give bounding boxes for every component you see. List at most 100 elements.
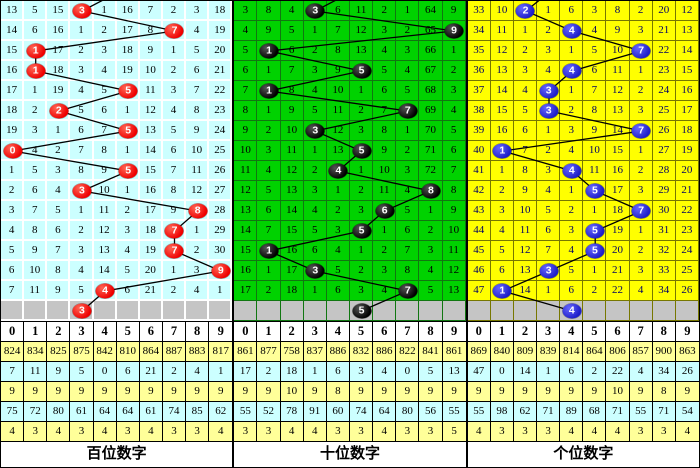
miss-count-cell: 1 bbox=[257, 61, 281, 81]
drawn-number-ball: 5 bbox=[585, 183, 605, 199]
drawn-number-ball: 4 bbox=[95, 283, 115, 299]
drawn-number-ball: 5 bbox=[352, 143, 372, 159]
miss-count-cell: 15 bbox=[1, 41, 25, 61]
miss-count-cell: 11 bbox=[373, 181, 397, 201]
miss-count-cell: 3 bbox=[560, 221, 584, 241]
miss-count-cell: 14 bbox=[675, 41, 699, 61]
panel-tens: 3 8 4 6 11 2 1 64 9 4 9 5 1 7 12 3 2 65 5 6 2 8 13 4 3 66 1 6 1 7 3 9 5 4… bbox=[234, 1, 468, 467]
stat-cell: 0 bbox=[490, 361, 514, 382]
miss-count-cell: 27 bbox=[209, 181, 233, 201]
miss-count-cell: 20 bbox=[652, 1, 676, 21]
miss-count-cell: 8 bbox=[396, 261, 420, 281]
miss-count-cell: 2 bbox=[162, 281, 187, 301]
miss-count-cell: 15 bbox=[280, 221, 304, 241]
miss-count-cell: 6 bbox=[162, 141, 187, 161]
miss-count-cell: 27 bbox=[652, 141, 676, 161]
stat-cell: 4 bbox=[303, 421, 327, 442]
miss-count-cell: 17 bbox=[1, 81, 25, 101]
miss-count-cell: 8 bbox=[280, 81, 304, 101]
drawn-number-ball: 3 bbox=[539, 83, 559, 99]
miss-count-cell: 18 bbox=[209, 1, 233, 21]
drawn-number-ball: 4 bbox=[562, 23, 582, 39]
miss-count-cell: 6 bbox=[442, 141, 466, 161]
miss-count-cell: 40 bbox=[467, 141, 491, 161]
stat-cell: 841 bbox=[419, 341, 443, 362]
miss-count-cell: 15 bbox=[490, 101, 514, 121]
miss-count-cell: 5 bbox=[396, 81, 420, 101]
miss-count-cell: 28 bbox=[209, 201, 233, 221]
stat-cell: 74 bbox=[162, 401, 187, 422]
miss-count-cell: 18 bbox=[675, 121, 699, 141]
miss-count-cell: 9 bbox=[373, 141, 397, 161]
miss-count-cell: 4 bbox=[116, 241, 140, 261]
drawn-number-ball: 4 bbox=[562, 63, 582, 79]
stat-cell: 80 bbox=[47, 401, 71, 422]
digit-header-cell: 9 bbox=[209, 321, 233, 342]
miss-count-cell: 37 bbox=[467, 81, 491, 101]
stat-cell: 861 bbox=[234, 341, 258, 362]
panel-footer-label: 百位数字 bbox=[1, 441, 233, 466]
miss-count-cell: 4 bbox=[1, 221, 25, 241]
miss-count-cell: 19 bbox=[1, 121, 25, 141]
miss-count-cell: 5 bbox=[24, 161, 48, 181]
miss-count-cell: 3 bbox=[396, 161, 420, 181]
miss-count-cell: 6 bbox=[234, 61, 258, 81]
miss-count-cell: 1 bbox=[186, 221, 210, 241]
miss-count-cell: 12 bbox=[490, 41, 514, 61]
digit-header-cell: 8 bbox=[652, 321, 676, 342]
miss-count-cell: 38 bbox=[467, 101, 491, 121]
miss-count-cell: 13 bbox=[234, 201, 258, 221]
stat-cell: 822 bbox=[396, 341, 420, 362]
miss-count-cell: 8 bbox=[257, 1, 281, 21]
miss-count-cell: 2 bbox=[490, 181, 514, 201]
digit-header-cell: 4 bbox=[326, 321, 350, 342]
stat-cell: 55 bbox=[234, 401, 258, 422]
miss-count-cell: 46 bbox=[467, 261, 491, 281]
stat-cell: 74 bbox=[349, 401, 374, 422]
miss-count-cell: 5 bbox=[24, 1, 48, 21]
stat-cell: 3 bbox=[396, 421, 420, 442]
digit-header-cell: 3 bbox=[303, 321, 327, 342]
miss-count-cell: 7 bbox=[442, 161, 466, 181]
miss-count-cell: 67 bbox=[419, 61, 443, 81]
miss-count-cell: 5 bbox=[583, 41, 607, 61]
miss-count-cell: 4 bbox=[303, 201, 327, 221]
stat-cell: 4 bbox=[373, 421, 397, 442]
miss-count-cell: 4 bbox=[629, 281, 653, 301]
stat-cell: 839 bbox=[537, 341, 561, 362]
stat-cell: 900 bbox=[652, 341, 676, 362]
miss-count-cell: 29 bbox=[209, 221, 233, 241]
drawn-number-ball: 7 bbox=[164, 243, 184, 259]
miss-count-cell: 12 bbox=[513, 241, 538, 261]
miss-count-cell: 9 bbox=[442, 201, 466, 221]
miss-count-cell: 5 bbox=[47, 201, 71, 221]
miss-count-cell: 3 bbox=[629, 181, 653, 201]
stat-cell: 9 bbox=[234, 381, 258, 402]
miss-count-cell: 1 bbox=[442, 41, 466, 61]
miss-count-cell: 20 bbox=[209, 41, 233, 61]
miss-count-cell: 6 bbox=[537, 221, 561, 241]
stat-cell: 9 bbox=[442, 381, 466, 402]
miss-count-cell: 14 bbox=[1, 21, 25, 41]
miss-count-cell: 11 bbox=[326, 101, 350, 121]
miss-count-cell: 35 bbox=[467, 41, 491, 61]
stat-cell: 71 bbox=[537, 401, 561, 422]
digit-header-cell: 1 bbox=[257, 321, 281, 342]
miss-count-cell: 1 bbox=[93, 1, 117, 21]
miss-count-cell: 12 bbox=[186, 181, 210, 201]
miss-count-cell: 16 bbox=[490, 121, 514, 141]
miss-count-cell: 1 bbox=[373, 221, 397, 241]
stat-cell: 2 bbox=[257, 361, 281, 382]
miss-count-cell: 1 bbox=[396, 1, 420, 21]
miss-count-cell: 20 bbox=[675, 161, 699, 181]
miss-count-cell: 7 bbox=[186, 81, 210, 101]
stat-cell: 814 bbox=[560, 341, 584, 362]
stats-row: 47 0 14 1 6 2 22 4 34 26 bbox=[467, 361, 699, 382]
miss-count-cell: 21 bbox=[139, 281, 163, 301]
stat-cell: 4 bbox=[583, 421, 607, 442]
digit-header-cell: 6 bbox=[139, 321, 163, 342]
trend-area: 33 10 1 6 3 8 2 20 12 34 11 1 2 4 9 3 21 13 35 12 2 3 1 5 10 22 14… bbox=[467, 1, 699, 321]
